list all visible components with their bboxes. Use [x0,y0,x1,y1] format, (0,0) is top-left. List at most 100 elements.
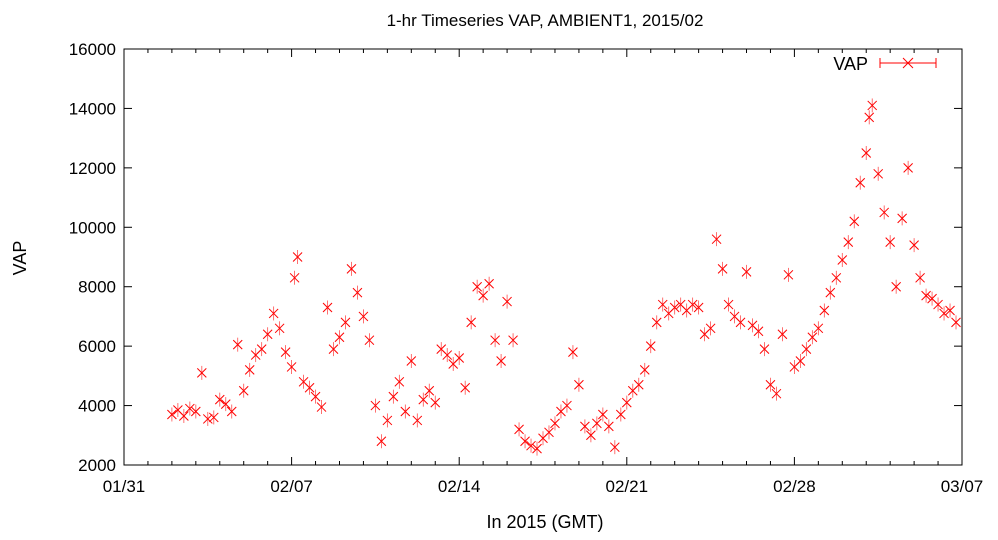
data-point [394,374,405,389]
data-point [280,345,291,360]
data-point [903,160,913,175]
data-point [717,261,728,276]
data-point [825,285,836,300]
data-point [424,383,435,398]
data-point [490,333,500,348]
data-point [783,267,794,282]
data-point [430,395,441,410]
data-point [214,392,225,407]
data-point [226,404,237,419]
x-tick-label: 02/28 [773,477,816,496]
data-point [496,354,506,368]
data-point [310,389,321,404]
y-axis: 2000 4000 6000 8000 10000 12000 14000 16000 [69,40,962,475]
data-point [891,279,902,294]
data-point [657,297,668,312]
data-point [292,250,303,264]
data-point [574,377,584,392]
data-point [334,330,345,345]
y-axis-label: VAP [10,241,30,276]
series-vap [167,98,961,456]
data-point [807,330,818,345]
data-point [508,333,518,348]
data-point [795,354,806,368]
data-point [358,309,369,324]
data-point [879,205,890,220]
data-point [532,441,542,456]
data-point [741,264,752,279]
data-point [945,303,955,318]
data-point [400,404,411,419]
data-point [562,398,572,413]
data-point [520,434,530,449]
data-point [406,354,417,368]
y-tick-label: 4000 [78,397,116,416]
data-point [382,413,393,428]
y-tick-label: 10000 [69,218,116,237]
data-point [753,324,764,339]
data-point [274,321,285,336]
data-point [849,214,860,229]
x-axis-label: In 2015 (GMT) [486,512,603,532]
legend-marker [879,57,937,69]
data-point [184,401,195,416]
data-point [244,362,255,377]
data-point [771,386,782,401]
data-point [328,342,339,357]
y-tick-label: 2000 [78,456,116,475]
data-point [669,300,680,315]
data-point [304,380,315,395]
legend-label: VAP [833,54,868,74]
data-point [460,380,471,395]
data-point [843,235,854,250]
data-point [801,342,812,357]
data-point [909,238,919,253]
y-tick-label: 16000 [69,40,116,59]
data-point [322,300,333,315]
data-point [364,333,375,348]
data-point [316,400,327,415]
data-point [651,315,662,330]
data-point [735,315,746,330]
data-point [289,270,300,285]
data-point [598,407,608,422]
data-point [633,377,644,392]
y-tick-label: 8000 [78,278,116,297]
data-point [705,321,716,336]
data-point [544,425,554,440]
data-point [232,337,243,352]
y-tick-label: 6000 [78,337,116,356]
data-point [268,306,279,321]
data-point [867,98,878,113]
data-point [615,407,626,422]
data-point [352,285,363,300]
data-point [238,383,249,398]
data-point [376,434,387,449]
data-point [340,315,351,330]
data-point [484,276,494,291]
data-point [550,416,560,431]
x-tick-label: 02/21 [606,477,649,496]
data-point [711,232,722,247]
data-point [939,306,949,321]
data-point [831,270,842,285]
data-point [609,440,620,455]
y-tick-label: 14000 [69,99,116,118]
data-point [586,428,596,443]
data-point [286,359,297,374]
data-point [855,175,866,190]
legend: VAP [833,54,937,74]
x-tick-label: 01/31 [103,477,146,496]
data-point [167,407,177,422]
data-point [765,377,776,392]
data-point [568,345,578,360]
data-point [873,166,884,181]
data-point [621,395,632,410]
data-point [418,392,429,407]
chart-title: 1-hr Timeseries VAP, AMBIENT1, 2015/02 [387,11,704,30]
data-point [777,327,788,342]
plot-frame [123,48,963,466]
data-point [897,211,907,226]
data-point [921,288,931,303]
data-point [526,438,536,453]
